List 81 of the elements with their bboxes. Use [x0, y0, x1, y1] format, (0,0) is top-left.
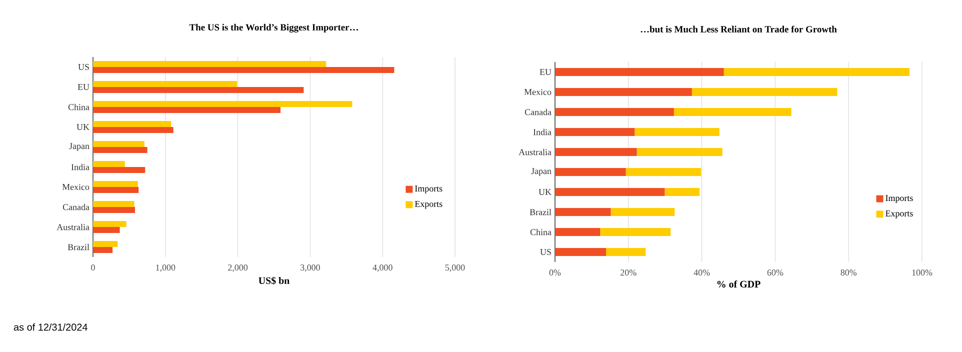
- bar: [93, 241, 118, 248]
- y-tick-label: Brazil: [530, 208, 552, 216]
- x-tick-label: 20%: [620, 270, 636, 276]
- bar: [555, 168, 626, 176]
- y-tick-label: Australia: [56, 224, 90, 230]
- bar: [93, 121, 172, 128]
- bar: [555, 248, 606, 256]
- bar: [555, 108, 674, 116]
- y-tick-label: EU: [540, 69, 552, 75]
- bar: [93, 247, 113, 254]
- legend-label: Imports: [415, 186, 442, 194]
- bar: [555, 88, 692, 96]
- legend-label: Exports: [886, 210, 913, 218]
- bar: [93, 187, 139, 194]
- bar: [93, 167, 146, 174]
- bar: [93, 87, 304, 94]
- bar: [674, 108, 792, 116]
- chart-title: …but is Much Less Reliant on Trade for Growth: [640, 26, 837, 33]
- bar: [93, 141, 144, 148]
- bar: [93, 161, 125, 168]
- bar: [636, 148, 722, 156]
- bar: [634, 128, 720, 136]
- bar: [93, 227, 120, 234]
- bar: [93, 207, 135, 214]
- bar: [555, 208, 611, 216]
- bar: [606, 248, 646, 256]
- y-tick-label: Canada: [62, 204, 90, 210]
- bar: [93, 181, 138, 188]
- bar: [724, 68, 910, 76]
- y-tick-label: Japan: [69, 143, 90, 151]
- x-tick-label: 100%: [912, 270, 932, 276]
- bar: [600, 228, 671, 236]
- bar: [93, 67, 394, 74]
- bar: [610, 208, 675, 216]
- y-tick-label: Mexico: [524, 88, 552, 96]
- y-tick-label: India: [533, 128, 552, 136]
- x-tick-label: 60%: [767, 270, 784, 276]
- y-tick-label: Mexico: [62, 184, 90, 190]
- y-tick-label: EU: [78, 84, 90, 90]
- bar: [93, 61, 326, 68]
- x-tick-label: 5,000: [445, 264, 465, 272]
- x-axis-title: US$ bn: [258, 276, 290, 285]
- bar: [555, 148, 637, 156]
- text: as of 12/31/2024: [14, 323, 88, 331]
- y-tick-label: Canada: [524, 108, 552, 116]
- bar: [93, 221, 126, 228]
- y-tick-label: UK: [76, 124, 90, 130]
- bar: [555, 128, 635, 136]
- x-tick-label: 2,000: [228, 264, 248, 272]
- bar: [555, 68, 724, 76]
- legend-label: Imports: [886, 195, 913, 203]
- y-tick-label: US: [78, 64, 89, 70]
- bar: [555, 228, 600, 236]
- bar: [626, 168, 702, 176]
- chart-title: The US is the World’s Biggest Importer…: [189, 24, 358, 33]
- bar: [664, 188, 700, 196]
- bar: [555, 188, 665, 196]
- bar: [93, 107, 281, 114]
- y-tick-label: US: [540, 248, 551, 256]
- bar: [93, 127, 174, 134]
- x-tick-label: 3,000: [300, 264, 320, 272]
- bar: [93, 101, 352, 108]
- y-tick-label: Australia: [518, 148, 552, 156]
- x-tick-label: 0%: [549, 270, 561, 276]
- x-axis-title: % of GDP: [717, 280, 760, 288]
- legend-label: Exports: [414, 200, 442, 209]
- y-tick-label: China: [68, 104, 90, 110]
- x-tick-label: 80%: [840, 270, 857, 276]
- x-tick-label: 4,000: [372, 264, 392, 272]
- y-tick-label: Brazil: [68, 244, 90, 250]
- bar: [93, 81, 238, 88]
- bar: [692, 88, 838, 96]
- y-tick-label: India: [71, 164, 90, 170]
- y-tick-label: China: [530, 228, 552, 236]
- y-tick-label: UK: [538, 189, 552, 195]
- x-tick-label: 1,000: [156, 264, 176, 272]
- x-tick-label: 0: [91, 264, 95, 271]
- bar: [93, 147, 148, 154]
- x-tick-label: 40%: [694, 270, 710, 276]
- bar: [93, 201, 134, 208]
- y-tick-label: Japan: [531, 168, 552, 176]
